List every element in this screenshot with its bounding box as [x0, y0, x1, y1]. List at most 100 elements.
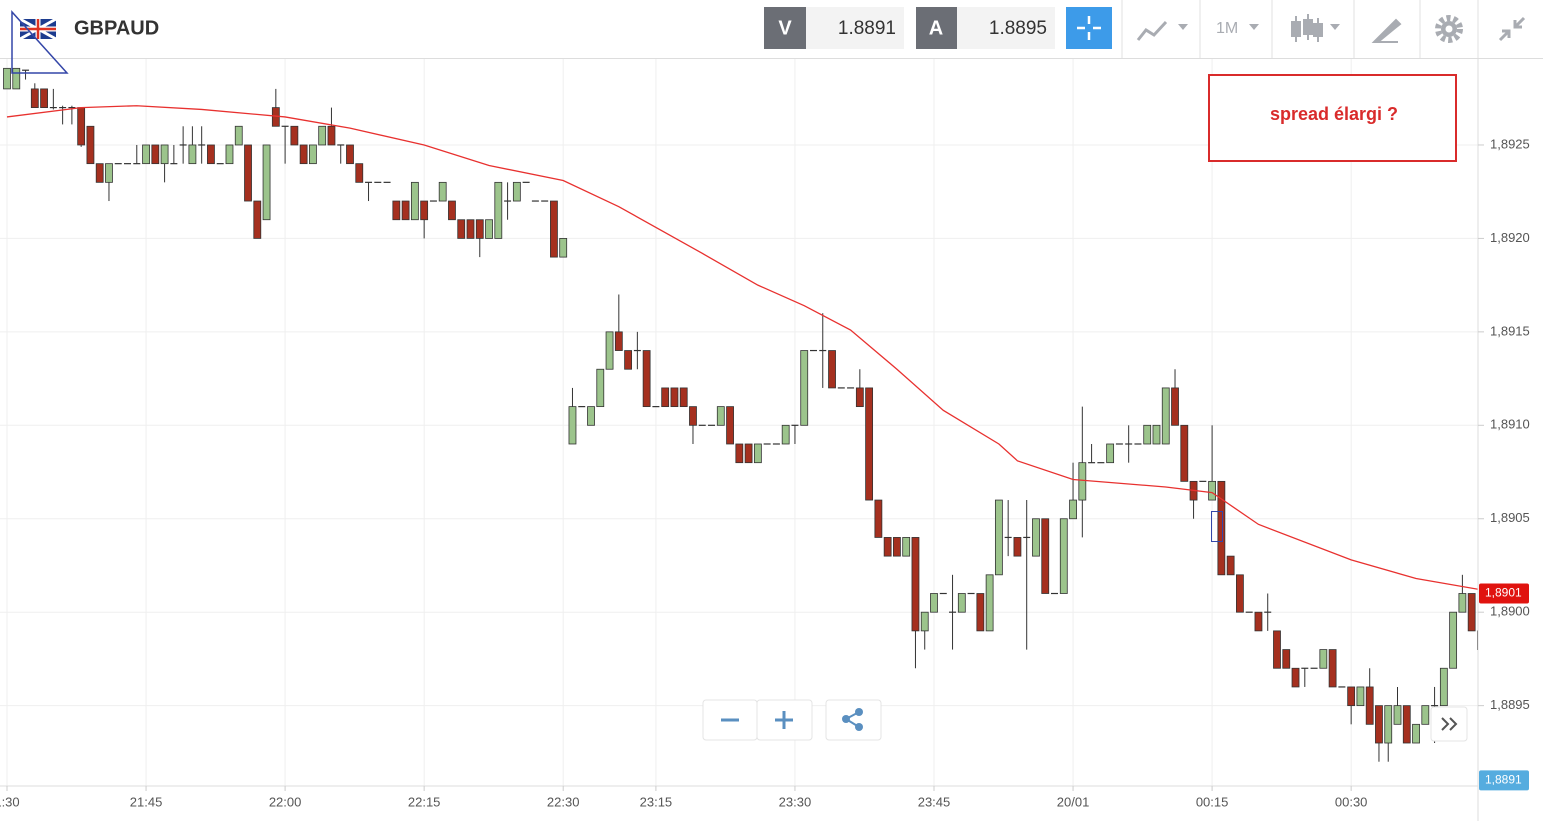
- timeframe[interactable]: 1M: [1216, 20, 1238, 37]
- candle-body: [188, 144, 197, 165]
- symbol: GBPAUD: [74, 17, 159, 39]
- candle-body: [976, 593, 985, 632]
- ask-price: 1.8895: [989, 18, 1047, 39]
- candle-body: [244, 144, 252, 202]
- candle-body: [30, 88, 39, 108]
- candle-body: [299, 144, 308, 165]
- candle-body: [105, 163, 113, 183]
- candle-body: [1254, 611, 1263, 632]
- toolbar-separators: [1121, 0, 1479, 58]
- candle-body: [985, 574, 994, 632]
- settings-button[interactable]: [1435, 15, 1463, 43]
- candle-body: [1402, 705, 1411, 744]
- candle-body: [1282, 649, 1291, 669]
- candle-body: [624, 350, 632, 370]
- price-tag-label: 1,8891: [1485, 773, 1522, 787]
- candle-body: [225, 144, 234, 165]
- candle-body: [679, 387, 688, 408]
- candle-body: [568, 406, 577, 445]
- candle-body: [494, 181, 503, 239]
- zoom-out-button[interactable]: [702, 699, 758, 741]
- x-tick-label: 23:45: [918, 794, 951, 809]
- candle-body: [1319, 649, 1328, 669]
- candle-body: [309, 144, 317, 165]
- candle-body: [1356, 686, 1365, 707]
- candle-body: [800, 350, 809, 426]
- y-tick-label: 1,8895: [1490, 697, 1530, 712]
- scroll-end-button[interactable]: [1430, 706, 1468, 742]
- ask-label: A: [929, 17, 943, 39]
- y-tick-label: 1,8920: [1490, 230, 1530, 245]
- candle-body: [559, 238, 568, 258]
- candle-body: [1143, 424, 1152, 445]
- bid-label: V: [778, 17, 792, 39]
- candle-body: [994, 499, 1003, 576]
- candle-body: [160, 144, 169, 165]
- bid-box: [806, 7, 904, 49]
- candle-body: [410, 181, 419, 221]
- candle-body: [318, 125, 327, 146]
- candle-body: [865, 387, 874, 501]
- candle-body: [716, 406, 725, 426]
- candle-body: [253, 200, 262, 239]
- candle-body: [661, 387, 670, 408]
- price-tag: [1479, 770, 1529, 791]
- y-tick-label: 1,8905: [1490, 510, 1530, 525]
- triangle-drawing: [11, 10, 69, 74]
- candle-body: [475, 219, 484, 239]
- candle-body: [1208, 480, 1216, 501]
- price-tag: [1479, 583, 1529, 604]
- candle-body: [1365, 686, 1374, 725]
- candle-body: [1347, 686, 1356, 707]
- candle-body: [3, 67, 11, 90]
- draw-button[interactable]: [1371, 18, 1402, 43]
- candle-body: [262, 144, 271, 221]
- candle-body: [355, 163, 364, 183]
- y-tick-label: 1,8900: [1490, 604, 1530, 619]
- candle-body: [1180, 424, 1189, 482]
- candle-body: [893, 537, 901, 557]
- candle-body: [448, 200, 456, 221]
- candle-body: [346, 144, 354, 165]
- crosshair-button[interactable]: [1066, 7, 1112, 49]
- y-tick-label: 1,8910: [1490, 417, 1530, 432]
- candle-body: [1171, 387, 1179, 426]
- ask-button[interactable]: [916, 7, 957, 49]
- candle-body: [874, 499, 883, 538]
- grid-layer: [0, 59, 1478, 786]
- candle-body: [512, 181, 521, 202]
- candle-body: [1439, 667, 1448, 707]
- chart-type-button[interactable]: [1136, 20, 1188, 41]
- bid-price: 1.8891: [838, 18, 896, 39]
- candle-style-button[interactable]: [1291, 14, 1340, 42]
- candle-body: [1013, 537, 1022, 557]
- x-tick-label: 00:30: [1335, 794, 1368, 809]
- candle-body: [1384, 705, 1393, 744]
- candle-body: [438, 181, 447, 202]
- zoom-in-button[interactable]: [756, 699, 813, 741]
- candle-body: [457, 219, 466, 239]
- x-tick-label: 1:30: [0, 794, 20, 809]
- candle-body: [726, 406, 734, 445]
- candle-body: [1069, 499, 1077, 520]
- candle-body: [1421, 705, 1430, 725]
- candle-body: [902, 537, 911, 557]
- share-button[interactable]: [825, 699, 882, 741]
- timeframe-caret: [1249, 24, 1259, 30]
- collapse-button[interactable]: [1498, 16, 1526, 42]
- candle-body: [753, 443, 762, 464]
- y-tick-label: 1,8925: [1490, 136, 1530, 151]
- candle-body: [1273, 630, 1281, 669]
- candle-body: [911, 537, 920, 632]
- candle-body: [1032, 518, 1040, 557]
- candle-body: [1328, 649, 1337, 688]
- candle-body: [151, 144, 160, 165]
- candle-body: [420, 200, 429, 221]
- candle-body: [1226, 555, 1235, 576]
- x-tick-label: 22:15: [408, 794, 441, 809]
- bid-button[interactable]: [764, 7, 806, 49]
- x-tick-label: 23:30: [779, 794, 812, 809]
- candle-body: [95, 163, 104, 183]
- x-tick-label: 00:15: [1196, 794, 1229, 809]
